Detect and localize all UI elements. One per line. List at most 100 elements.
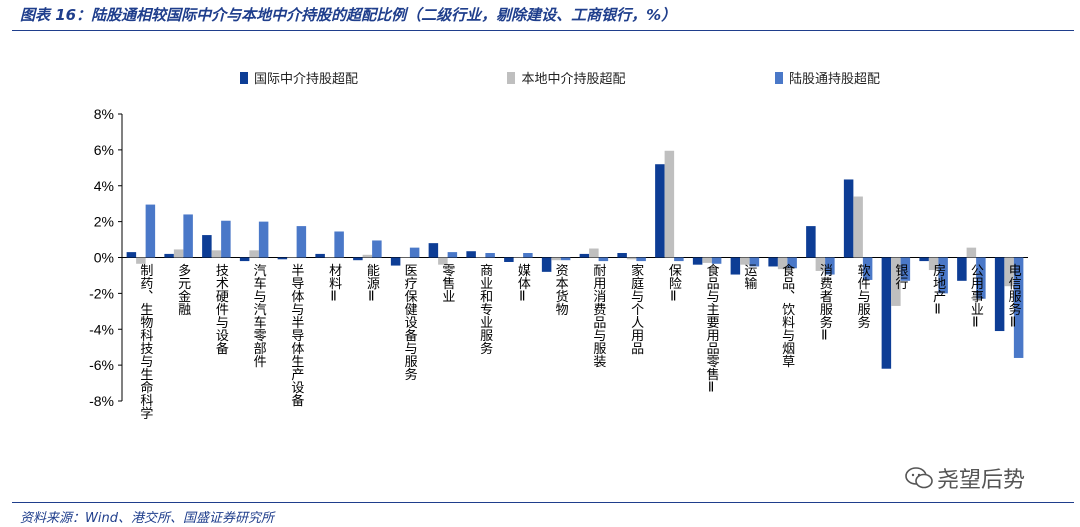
legend-swatch-connect bbox=[774, 71, 783, 84]
bar bbox=[740, 257, 750, 265]
x-tick-label: 医疗保健设备与服务 bbox=[402, 264, 418, 381]
x-tick-label: 制药、生物科技与生命科学 bbox=[137, 264, 153, 420]
bar bbox=[353, 257, 363, 261]
x-tick-label: 银行 bbox=[892, 264, 908, 291]
bar bbox=[221, 220, 231, 258]
bar bbox=[173, 249, 184, 258]
x-tick-label: 公用事业Ⅱ bbox=[968, 264, 984, 331]
bar bbox=[466, 251, 476, 258]
legend-item-local: 本地中介持股超配 bbox=[507, 68, 626, 87]
watermark-text: 尧望后势 bbox=[937, 468, 1026, 493]
bar bbox=[881, 257, 892, 369]
x-tick-label: 软件与服务 bbox=[855, 264, 871, 329]
bar bbox=[994, 257, 1005, 332]
legend-swatch-international bbox=[240, 71, 248, 84]
bar bbox=[664, 150, 675, 258]
x-tick-label: 材料Ⅱ bbox=[326, 264, 342, 305]
x-tick-label: 商业和专业服务 bbox=[477, 264, 493, 355]
bar bbox=[589, 248, 599, 258]
legend-label-connect: 陆股通持股超配 bbox=[788, 72, 880, 87]
bar bbox=[853, 196, 863, 258]
bar bbox=[768, 257, 778, 267]
bar bbox=[976, 257, 986, 299]
bar bbox=[579, 253, 590, 258]
bar bbox=[126, 252, 137, 258]
y-tick-label: 2% bbox=[94, 214, 114, 230]
bar bbox=[617, 253, 627, 258]
bar bbox=[626, 257, 637, 260]
x-tick-label: 技术硬件与设备 bbox=[213, 264, 229, 356]
x-tick-label: 能源Ⅱ bbox=[364, 264, 380, 305]
bar bbox=[938, 257, 948, 294]
x-tick-label: 半导体与半导体生产设备 bbox=[288, 264, 304, 408]
bar bbox=[296, 226, 307, 258]
bar bbox=[438, 257, 448, 265]
legend-item-connect: 陆股通持股超配 bbox=[774, 68, 880, 87]
bar bbox=[523, 253, 533, 258]
x-tick-label: 电信服务Ⅱ bbox=[1006, 264, 1022, 331]
x-tick-label: 耐用消费品与服装 bbox=[590, 264, 606, 368]
bar bbox=[777, 257, 788, 270]
wechat-icon bbox=[905, 467, 933, 489]
bar bbox=[287, 257, 297, 258]
legend-item-international: 国际中介持股超配 bbox=[240, 68, 358, 87]
bar bbox=[239, 257, 250, 262]
bar bbox=[211, 250, 222, 258]
y-tick-label: 0% bbox=[94, 250, 114, 266]
bar bbox=[957, 257, 967, 281]
bar bbox=[636, 257, 646, 262]
bar bbox=[315, 253, 325, 258]
legend-label-international: 国际中介持股超配 bbox=[254, 72, 359, 87]
legend-label-local: 本地中介持股超配 bbox=[521, 72, 626, 87]
bar bbox=[711, 257, 722, 264]
y-tick-label: -4% bbox=[89, 321, 114, 337]
bar bbox=[900, 257, 911, 281]
y-tick-label: 8% bbox=[94, 106, 114, 122]
x-tick-label: 媒体Ⅱ bbox=[515, 264, 531, 305]
bar bbox=[787, 257, 797, 269]
bar bbox=[815, 257, 826, 271]
bar bbox=[258, 221, 269, 258]
bar bbox=[400, 257, 410, 258]
x-tick-label: 保险Ⅱ bbox=[666, 264, 682, 305]
bar bbox=[730, 257, 741, 275]
y-tick-label: -2% bbox=[89, 285, 114, 301]
bar bbox=[428, 243, 439, 258]
y-tick-label: -6% bbox=[89, 357, 114, 373]
bar bbox=[919, 257, 929, 262]
bar bbox=[513, 257, 524, 258]
bar bbox=[843, 179, 854, 258]
x-tick-label: 多元金融 bbox=[175, 263, 191, 316]
x-tick-label: 资本货物 bbox=[553, 264, 569, 317]
x-tick-label: 汽车与汽车零部件 bbox=[251, 264, 267, 368]
bar bbox=[806, 226, 816, 258]
source-note: 资料来源：Wind、港交所、国盛证券研究所 bbox=[20, 511, 274, 526]
x-tick-label: 消费者服务Ⅱ bbox=[817, 264, 833, 344]
bar bbox=[362, 254, 373, 258]
bar bbox=[862, 257, 873, 280]
bar bbox=[692, 257, 703, 265]
bar bbox=[277, 257, 288, 260]
bar bbox=[334, 231, 344, 258]
bar bbox=[825, 257, 835, 275]
bar bbox=[541, 257, 552, 272]
legend-swatch-local bbox=[507, 71, 516, 84]
bar bbox=[749, 257, 760, 267]
chart-legend: 国际中介持股超配 本地中介持股超配 陆股通持股超配 bbox=[240, 68, 880, 87]
bar bbox=[702, 257, 712, 263]
x-tick-label: 食品与主要用品零售Ⅱ bbox=[704, 263, 720, 396]
x-tick-label: 运输 bbox=[741, 264, 757, 290]
x-tick-label: 房地产Ⅱ bbox=[930, 263, 946, 318]
bar bbox=[504, 257, 514, 262]
bar bbox=[966, 247, 977, 258]
bar bbox=[249, 250, 259, 258]
y-tick-label: 6% bbox=[94, 142, 114, 158]
bar bbox=[447, 252, 458, 258]
x-tick-label: 零售业 bbox=[439, 264, 455, 303]
bar bbox=[183, 214, 193, 258]
bar bbox=[485, 253, 495, 258]
bar bbox=[145, 204, 156, 258]
bar bbox=[1004, 257, 1014, 287]
source-rule bbox=[12, 502, 1074, 503]
